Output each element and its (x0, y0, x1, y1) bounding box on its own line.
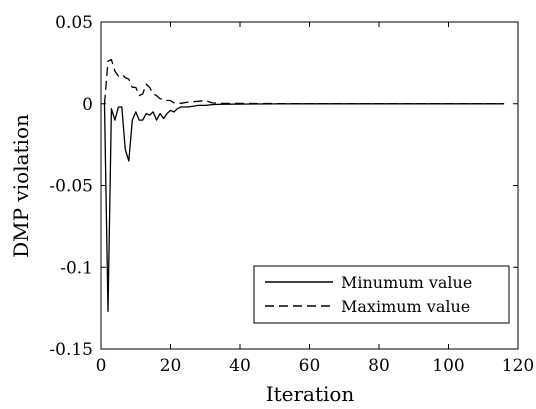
y-tick-label: -0.15 (49, 340, 93, 360)
x-tick-label: 20 (160, 356, 182, 376)
legend-label-min: Minumum value (341, 273, 472, 292)
x-tick-label: 100 (432, 356, 464, 376)
y-axis-title: DMP violation (9, 114, 33, 258)
x-axis-title: Iteration (266, 382, 355, 406)
x-tick-label: 60 (299, 356, 321, 376)
x-tick-label: 40 (229, 356, 251, 376)
legend: Minumum value Maximum value (253, 265, 510, 324)
tick-layer: 0 20 40 60 80 100 120 -0.15 -0.1 -0.05 0 0.05 (49, 13, 534, 376)
legend-label-max: Maximum value (341, 297, 470, 316)
y-tick-label: 0.05 (55, 13, 93, 33)
y-tick-label: -0.1 (60, 258, 93, 278)
y-tick-label: 0 (82, 95, 93, 115)
x-tick-label: 120 (502, 356, 534, 376)
series-layer (103, 58, 505, 313)
y-tick-label: -0.05 (49, 177, 93, 197)
series-line-maximum (103, 58, 505, 105)
x-tick-label: 80 (368, 356, 390, 376)
legend-box (253, 265, 510, 324)
x-tick-label: 0 (96, 356, 107, 376)
